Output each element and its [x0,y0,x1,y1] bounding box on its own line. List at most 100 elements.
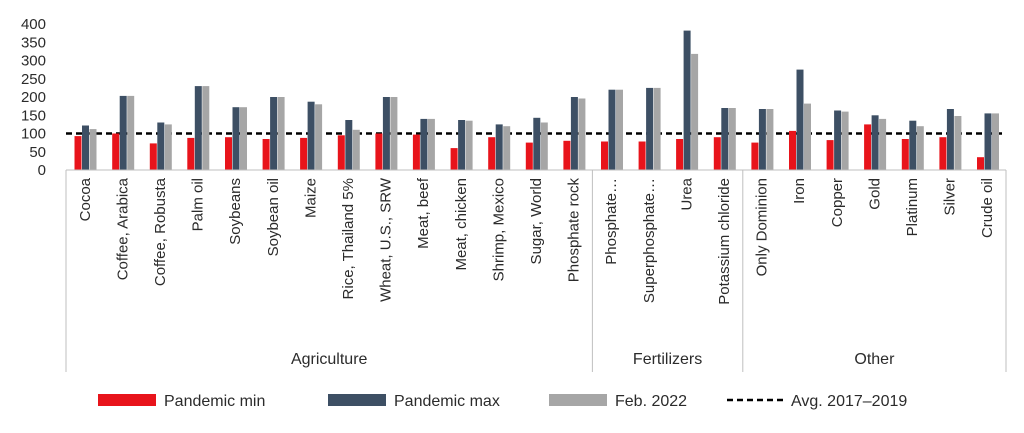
bar-pandemic-max-copper [834,110,842,170]
bar-feb-2022-coffee-arabica [127,95,135,170]
bar-pandemic-min-wheat-u-s-srw [375,133,383,170]
bar-feb-2022-shrimp-mexico [503,126,511,170]
bar-feb-2022-copper [841,111,849,170]
category-label: Gold [866,178,883,210]
category-label: Soybean oil [265,178,282,256]
bar-pandemic-min-soybeans [225,137,232,170]
bar-pandemic-max-superphosphate [646,87,654,170]
bar-pandemic-min-rice-thailand-5 [337,135,345,170]
bar-pandemic-min-coffee-robusta [149,143,157,170]
bar-feb-2022-urea [691,53,699,170]
bar-pandemic-max-sugar-world [533,117,541,170]
category-label: Potassium chloride [716,178,733,305]
category-label: Phosphate… [603,178,620,265]
bar-pandemic-min-palm-oil [187,137,195,170]
bar-feb-2022-phosphate-rock [578,98,586,170]
bar-feb-2022-gold [879,118,887,170]
bar-pandemic-min-potassium-chloride [713,137,721,170]
bar-feb-2022-phosphate [616,89,623,170]
y-tick-label: 350 [21,34,46,51]
bar-pandemic-max-coffee-arabica [119,95,127,170]
bar-pandemic-min-meat-beef [412,134,420,170]
bar-pandemic-max-gold [871,115,879,171]
bar-pandemic-max-soybean-oil [270,97,278,170]
bar-pandemic-min-silver [939,137,947,170]
bar-pandemic-max-meat-chicken [458,120,466,170]
bar-pandemic-max-cocoa [82,125,89,170]
legend-swatch-pandemic-max [328,394,386,406]
group-label-other: Other [854,351,895,368]
bar-pandemic-min-superphosphate [638,141,646,170]
bar-feb-2022-silver [954,116,962,170]
bar-pandemic-max-only-dominion [758,109,766,170]
bar-pandemic-max-phosphate [608,89,616,170]
bar-pandemic-max-wheat-u-s-srw [382,97,390,170]
bar-pandemic-max-iron [796,69,804,170]
bar-feb-2022-cocoa [89,129,97,170]
legend-swatch-feb-2022 [549,394,607,406]
bar-pandemic-max-rice-thailand-5 [345,120,353,170]
bar-feb-2022-palm-oil [202,86,210,170]
bar-feb-2022-maize [315,104,323,170]
category-groups: Agriculture Fertilizers Other [65,170,1007,372]
legend-swatch-pandemic-min [98,394,156,406]
bar-pandemic-min-gold [864,124,872,170]
bar-feb-2022-superphosphate [653,87,661,170]
category-label: Urea [678,177,695,210]
category-label: Iron [791,178,808,204]
category-label: Shrimp, Mexico [490,178,507,281]
bar-feb-2022-platinum [916,126,924,170]
y-tick-label: 300 [21,53,46,70]
legend-label-pandemic-min: Pandemic min [164,393,265,410]
category-label: Coffee, Arabica [114,177,131,280]
bar-pandemic-max-urea [683,30,691,170]
bar-pandemic-min-coffee-arabica [112,133,120,170]
bar-pandemic-max-coffee-robusta [157,122,165,170]
bar-pandemic-max-shrimp-mexico [495,124,503,170]
category-label: Meat, chicken [453,178,470,271]
bar-pandemic-min-phosphate-rock [563,140,571,170]
category-label: Copper [829,178,846,227]
bar-feb-2022-meat-beef [427,118,435,170]
bar-feb-2022-meat-chicken [465,120,473,170]
bar-pandemic-max-soybeans [232,107,240,170]
category-label: Crude oil [979,178,996,238]
category-label: Rice, Thailand 5% [340,178,357,299]
y-tick-label: 200 [21,89,46,106]
bar-pandemic-min-only-dominion [751,142,759,170]
bar-pandemic-min-copper [826,140,834,170]
bar-feb-2022-soybeans [240,107,247,170]
bar-pandemic-max-maize [307,101,315,170]
bar-pandemic-min-urea [676,139,684,170]
bar-pandemic-min-maize [300,137,308,170]
category-label: Cocoa [77,177,94,221]
bar-feb-2022-only-dominion [766,109,774,170]
bar-pandemic-min-shrimp-mexico [488,137,496,170]
category-label: Sugar, World [528,178,545,264]
category-label: Palm oil [190,178,207,231]
bar-feb-2022-iron [804,103,811,170]
bar-pandemic-min-sugar-world [525,142,533,170]
bar-pandemic-min-meat-chicken [450,148,458,170]
bar-feb-2022-coffee-robusta [164,124,172,170]
bar-pandemic-max-meat-beef [420,118,428,170]
category-label: Platinum [904,178,921,236]
bar-feb-2022-rice-thailand-5 [352,129,360,170]
group-label-fertilizers: Fertilizers [633,351,702,368]
y-tick-label: 250 [21,71,46,88]
bar-marks [74,30,999,171]
category-label: Superphosphate… [641,178,658,303]
legend: Pandemic min Pandemic max Feb. 2022 Avg. 20… [98,393,907,410]
bar-pandemic-max-crude-oil [984,113,992,170]
bar-pandemic-min-phosphate [601,141,608,170]
bar-pandemic-max-silver [946,109,954,170]
y-tick-label: 100 [21,126,46,143]
bar-pandemic-max-potassium-chloride [721,108,729,170]
category-label: Soybeans [227,178,244,245]
bar-feb-2022-wheat-u-s-srw [390,97,398,170]
bar-pandemic-min-platinum [901,139,909,170]
bar-pandemic-max-phosphate-rock [570,97,578,170]
legend-label-pandemic-max: Pandemic max [394,393,500,410]
